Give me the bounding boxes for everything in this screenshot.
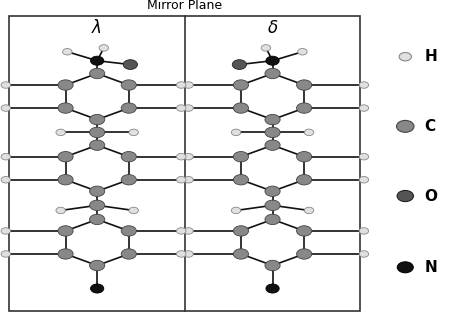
Circle shape xyxy=(359,228,369,234)
Circle shape xyxy=(58,249,73,259)
Circle shape xyxy=(184,177,193,183)
Circle shape xyxy=(298,49,307,55)
Circle shape xyxy=(265,186,280,196)
Circle shape xyxy=(58,175,73,185)
Circle shape xyxy=(231,129,241,136)
Text: H: H xyxy=(424,49,437,64)
Circle shape xyxy=(121,226,137,236)
Circle shape xyxy=(359,251,369,257)
Circle shape xyxy=(233,249,248,259)
Circle shape xyxy=(176,105,186,111)
Circle shape xyxy=(297,103,312,113)
Circle shape xyxy=(91,284,104,293)
Circle shape xyxy=(304,207,314,214)
Circle shape xyxy=(58,152,73,162)
Circle shape xyxy=(121,152,137,162)
Circle shape xyxy=(184,228,193,234)
Circle shape xyxy=(90,214,105,225)
Circle shape xyxy=(176,228,186,234)
Circle shape xyxy=(121,175,137,185)
Circle shape xyxy=(359,177,369,183)
Circle shape xyxy=(266,56,279,65)
Circle shape xyxy=(58,226,73,236)
Circle shape xyxy=(121,249,137,259)
Circle shape xyxy=(233,226,248,236)
Circle shape xyxy=(265,140,280,150)
Circle shape xyxy=(233,80,248,90)
Circle shape xyxy=(90,200,105,211)
Circle shape xyxy=(1,228,10,234)
Circle shape xyxy=(233,103,248,113)
Circle shape xyxy=(176,154,186,160)
Circle shape xyxy=(1,105,10,111)
Circle shape xyxy=(121,80,137,90)
Circle shape xyxy=(232,60,246,69)
Circle shape xyxy=(99,45,109,51)
Circle shape xyxy=(184,82,193,88)
Circle shape xyxy=(359,154,369,160)
Circle shape xyxy=(90,127,105,138)
Circle shape xyxy=(265,200,280,211)
Circle shape xyxy=(359,105,369,111)
Circle shape xyxy=(399,52,411,61)
Circle shape xyxy=(233,175,248,185)
Circle shape xyxy=(1,251,10,257)
Circle shape xyxy=(266,284,279,293)
Circle shape xyxy=(261,45,271,51)
Circle shape xyxy=(91,56,104,65)
Circle shape xyxy=(123,60,137,69)
Circle shape xyxy=(297,226,312,236)
Circle shape xyxy=(397,121,414,132)
Text: λ: λ xyxy=(92,19,102,38)
Circle shape xyxy=(176,251,186,257)
Circle shape xyxy=(90,68,105,79)
Circle shape xyxy=(397,191,413,202)
Circle shape xyxy=(56,207,65,214)
Circle shape xyxy=(176,177,186,183)
Circle shape xyxy=(176,82,186,88)
Circle shape xyxy=(184,251,193,257)
Circle shape xyxy=(58,80,73,90)
Text: Mirror Plane: Mirror Plane xyxy=(147,0,222,12)
Text: N: N xyxy=(424,260,437,275)
Circle shape xyxy=(1,82,10,88)
Circle shape xyxy=(90,186,105,196)
Circle shape xyxy=(121,103,137,113)
Circle shape xyxy=(56,129,65,136)
Circle shape xyxy=(265,114,280,125)
Text: C: C xyxy=(424,119,435,134)
Text: O: O xyxy=(424,189,437,203)
Circle shape xyxy=(1,154,10,160)
Circle shape xyxy=(184,154,193,160)
Circle shape xyxy=(297,175,312,185)
Circle shape xyxy=(129,129,138,136)
Circle shape xyxy=(90,260,105,271)
Circle shape xyxy=(297,152,312,162)
Circle shape xyxy=(90,140,105,150)
Circle shape xyxy=(297,249,312,259)
Circle shape xyxy=(231,207,241,214)
Circle shape xyxy=(184,105,193,111)
Bar xyxy=(9,16,360,311)
Circle shape xyxy=(58,103,73,113)
Circle shape xyxy=(265,127,280,138)
Circle shape xyxy=(265,68,280,79)
Circle shape xyxy=(129,207,138,214)
Circle shape xyxy=(359,82,369,88)
Circle shape xyxy=(397,262,413,273)
Circle shape xyxy=(90,114,105,125)
Text: δ: δ xyxy=(267,19,278,38)
Circle shape xyxy=(63,49,72,55)
Circle shape xyxy=(233,152,248,162)
Circle shape xyxy=(265,214,280,225)
Circle shape xyxy=(304,129,314,136)
Circle shape xyxy=(1,177,10,183)
Circle shape xyxy=(297,80,312,90)
Circle shape xyxy=(265,260,280,271)
